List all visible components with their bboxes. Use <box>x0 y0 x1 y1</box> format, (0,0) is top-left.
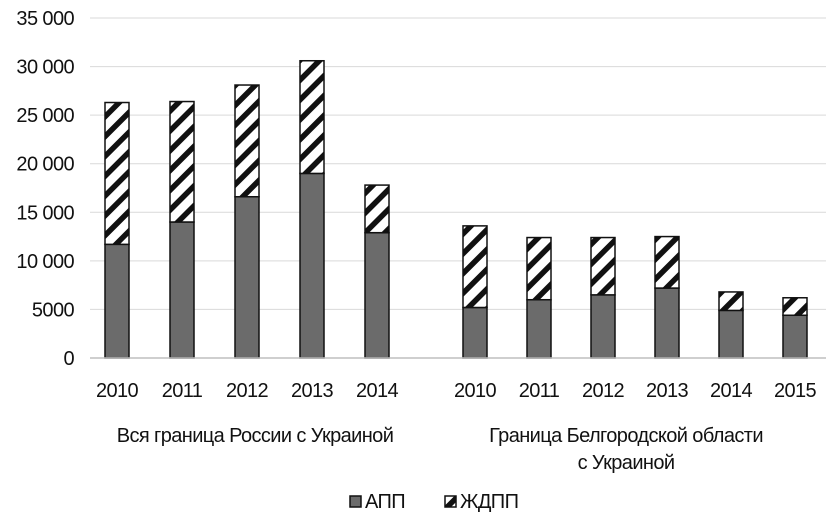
bar-segment-app <box>590 294 616 359</box>
bar-segment-zhdpp <box>590 236 616 296</box>
bar-segment-zhdpp <box>718 291 744 312</box>
group-label-belgorod: Граница Белгородской области с Украиной <box>489 425 763 474</box>
bar-segment-zhdpp <box>462 225 488 309</box>
y-tick-label: 0 <box>63 348 74 370</box>
x-tick-label: 2011 <box>519 380 560 402</box>
y-tick-label: 25 000 <box>16 105 74 127</box>
x-tick-label: 2013 <box>646 380 689 402</box>
group-label-belgorod-line1: Граница Белгородской области <box>489 425 763 447</box>
y-tick-label: 5000 <box>32 299 75 321</box>
bar-segment-zhdpp <box>299 59 325 175</box>
bar-segment-app <box>234 195 260 359</box>
group-label-belgorod-line2: с Украиной <box>578 452 675 474</box>
bar-segment-zhdpp <box>169 100 195 223</box>
x-tick-label: 2014 <box>710 380 753 402</box>
bars <box>104 59 808 359</box>
y-tick-label: 15 000 <box>16 202 74 224</box>
y-tick-label: 35 000 <box>16 8 74 30</box>
x-tick-label: 2012 <box>582 380 625 402</box>
bar-segment-app <box>364 231 390 359</box>
bar-segment-app <box>782 314 808 359</box>
x-tick-label: 2011 <box>162 380 203 402</box>
x-tick-label: 2010 <box>96 380 139 402</box>
y-tick-label: 20 000 <box>16 154 74 176</box>
legend-label-app: АПП <box>365 491 405 513</box>
y-axis: 0 5000 10 000 15 000 20 000 25 000 30 000 35 00… <box>16 8 75 370</box>
bar-segment-zhdpp <box>526 236 552 301</box>
bar-segment-app <box>718 309 744 359</box>
x-tick-label: 2015 <box>774 380 817 402</box>
bar-segment-zhdpp <box>782 297 808 317</box>
group-labels: Вся граница России с Украиной Граница Бел… <box>117 425 764 474</box>
bar-segment-zhdpp <box>104 101 130 246</box>
gridlines <box>90 17 826 310</box>
group-label-russia: Вся граница России с Украиной <box>117 425 394 447</box>
bar-segment-app <box>169 221 195 359</box>
x-tick-label: 2010 <box>454 380 497 402</box>
bar-segment-app <box>104 243 130 359</box>
legend-swatch-zhdpp <box>444 495 457 508</box>
y-tick-label: 30 000 <box>16 57 74 79</box>
bar-segment-app <box>299 172 325 359</box>
x-tick-label: 2013 <box>291 380 334 402</box>
bar-segment-zhdpp <box>364 184 390 234</box>
bar-segment-app <box>526 298 552 359</box>
x-tick-label: 2012 <box>226 380 269 402</box>
y-tick-label: 10 000 <box>16 251 74 273</box>
legend-swatch-app <box>349 495 362 508</box>
legend: АПП ЖДПП <box>349 491 519 513</box>
bar-segment-app <box>654 287 680 359</box>
bar-segment-app <box>462 306 488 359</box>
x-tick-label: 2014 <box>356 380 399 402</box>
bar-segment-zhdpp <box>654 235 680 289</box>
bar-segment-zhdpp <box>234 84 260 198</box>
x-axis: 2010 2011 2012 2013 2014 2010 2011 2012 2013 2014… <box>90 357 826 402</box>
legend-label-zhdpp: ЖДПП <box>460 491 518 513</box>
